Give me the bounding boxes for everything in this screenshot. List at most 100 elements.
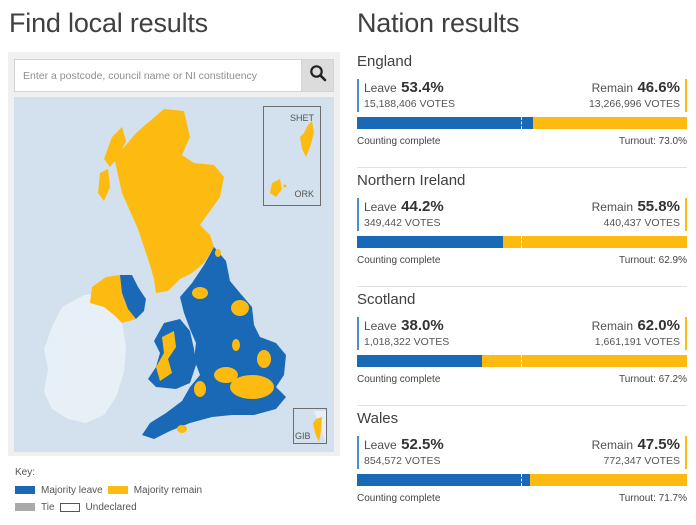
map-panel: SHET ORK GIB [8, 52, 340, 456]
leave-votes: 15,188,406 VOTES [364, 98, 456, 110]
remain-label: Remain [591, 200, 633, 214]
scottish-islands [104, 127, 126, 167]
remain-percent: 46.6% [637, 79, 680, 96]
leave-votes: 1,018,322 VOTES [364, 336, 450, 348]
orkney-label: ORK [294, 189, 314, 199]
turnout: Turnout: 71.7% [618, 493, 687, 504]
remain-percent: 47.5% [637, 436, 680, 453]
nation-card-northern-ireland[interactable]: Northern Ireland Leave 44.2% 349,442 VOT… [357, 168, 687, 287]
counting-status: Counting complete [357, 136, 441, 147]
fifty-percent-marker [521, 117, 522, 129]
local-results-panel: Find local results [0, 0, 348, 517]
counting-status: Counting complete [357, 374, 441, 385]
key-label-undeclared: Undeclared [85, 501, 137, 513]
leave-bar-segment [357, 355, 483, 367]
counting-status: Counting complete [357, 493, 441, 504]
leave-bar-segment [357, 117, 534, 129]
result-bar [357, 117, 687, 129]
remain-votes: 772,347 VOTES [603, 455, 680, 467]
result-bar [357, 355, 687, 367]
remain-area-cambridge[interactable] [257, 350, 271, 368]
leave-result: Leave 53.4% 15,188,406 VOTES [357, 79, 455, 112]
nation-card-wales[interactable]: Wales Leave 52.5% 854,572 VOTES Remain 4… [357, 406, 687, 525]
leave-label: Leave [364, 81, 397, 95]
leave-bar-segment [357, 236, 503, 248]
remain-percent: 55.8% [637, 198, 680, 215]
remain-votes: 440,437 VOTES [603, 217, 680, 229]
remain-votes: 1,661,191 VOTES [594, 336, 680, 348]
uk-map[interactable] [14, 97, 334, 452]
leave-result: Leave 38.0% 1,018,322 VOTES [357, 317, 449, 350]
page-title-nation: Nation results [357, 8, 520, 38]
leave-label: Leave [364, 319, 397, 333]
nation-name: England [357, 53, 413, 70]
ireland-shape [44, 293, 126, 423]
key-row-2: Tie Undeclared [15, 501, 202, 513]
northern-ireland-leave-area[interactable] [120, 275, 146, 319]
leave-votes: 854,572 VOTES [364, 455, 441, 467]
page-title-local: Find local results [9, 8, 208, 38]
remain-votes: 13,266,996 VOTES [588, 98, 680, 110]
leave-result: Leave 52.5% 854,572 VOTES [357, 436, 444, 469]
leave-label: Leave [364, 200, 397, 214]
leave-label: Leave [364, 438, 397, 452]
turnout: Turnout: 67.2% [618, 374, 687, 385]
northern-ireland-region[interactable] [90, 275, 142, 323]
nation-name: Northern Ireland [357, 172, 466, 189]
leave-percent: 52.5% [401, 436, 444, 453]
leave-votes: 349,442 VOTES [364, 217, 441, 229]
search-icon [309, 64, 327, 87]
counting-status: Counting complete [357, 255, 441, 266]
scotland-region[interactable] [114, 109, 224, 293]
key-label-tie: Tie [41, 501, 55, 513]
nation-card-scotland[interactable]: Scotland Leave 38.0% 1,018,322 VOTES Rem… [357, 287, 687, 406]
majority-remain-swatch [107, 486, 128, 494]
gibraltar-label: GIB [295, 431, 311, 441]
wales-region[interactable] [148, 319, 196, 389]
leave-bar-segment [357, 474, 531, 486]
remain-area-london[interactable] [230, 375, 274, 399]
remain-label: Remain [591, 319, 633, 333]
remain-area-leicester[interactable] [232, 339, 240, 351]
key-label-remain: Majority remain [133, 484, 203, 496]
remain-result: Remain 47.5% 772,347 VOTES [592, 436, 687, 469]
key-row-1: Majority leave Majority remain [15, 484, 202, 496]
remain-label: Remain [591, 81, 633, 95]
remain-area-bristol[interactable] [194, 381, 206, 397]
shetland-orkney-inset[interactable]: SHET ORK [263, 106, 321, 206]
leave-percent: 53.4% [401, 79, 444, 96]
nation-name: Wales [357, 410, 399, 427]
fifty-percent-marker [521, 236, 522, 248]
remain-result: Remain 62.0% 1,661,191 VOTES [592, 317, 687, 350]
gibraltar-inset[interactable]: GIB [293, 408, 327, 444]
remain-result: Remain 46.6% 13,266,996 VOTES [589, 79, 687, 112]
search-bar [14, 59, 334, 92]
leave-result: Leave 44.2% 349,442 VOTES [357, 198, 444, 231]
search-button[interactable] [301, 59, 334, 92]
majority-leave-swatch [15, 486, 35, 494]
leave-percent: 44.2% [401, 198, 444, 215]
remain-area-oxford[interactable] [214, 367, 238, 383]
gibraltar-shape [313, 411, 326, 443]
remain-area-leeds[interactable] [231, 300, 249, 316]
key-label-leave: Majority leave [41, 484, 103, 496]
search-input[interactable] [14, 59, 301, 92]
undeclared-swatch [59, 502, 80, 512]
wales-remain-area[interactable] [156, 331, 176, 381]
remain-result: Remain 55.8% 440,437 VOTES [592, 198, 687, 231]
leave-percent: 38.0% [401, 317, 444, 334]
result-bar [357, 236, 687, 248]
remain-area-exeter[interactable] [177, 425, 187, 433]
fifty-percent-marker [521, 474, 522, 486]
map-key: Key: Majority leave Majority remain Tie … [15, 467, 202, 518]
key-title: Key: [15, 467, 36, 478]
result-bar [357, 474, 687, 486]
remain-area-newcastle[interactable] [215, 249, 221, 257]
results-map[interactable]: SHET ORK GIB [14, 97, 334, 452]
tie-swatch [15, 503, 35, 511]
nation-name: Scotland [357, 291, 416, 308]
remain-area-lancashire[interactable] [192, 287, 208, 299]
nation-results-panel: Nation results England Leave 53.4% 15,18… [348, 0, 696, 517]
nation-card-england[interactable]: England Leave 53.4% 15,188,406 VOTES Rem… [357, 49, 687, 168]
remain-label: Remain [591, 438, 633, 452]
